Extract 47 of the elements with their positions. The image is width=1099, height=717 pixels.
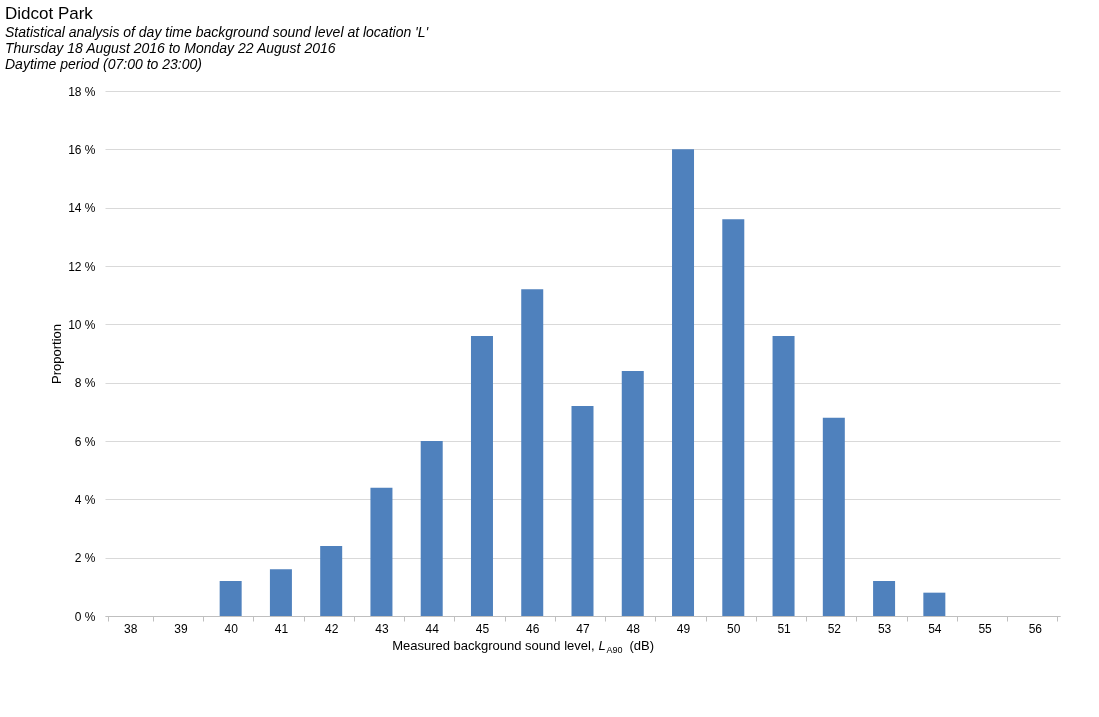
x-tick-label: 55 [978, 621, 993, 636]
bar [269, 569, 292, 616]
bar [521, 289, 544, 616]
bar [470, 336, 493, 616]
y-tick-label: 12 % [68, 259, 96, 274]
bar [320, 546, 343, 616]
x-tick-label: 38 [123, 621, 138, 636]
bar [722, 219, 745, 616]
x-tick-label: 43 [375, 621, 389, 636]
x-tick-label: 42 [325, 621, 339, 636]
x-tick-label: 39 [174, 621, 188, 636]
x-tick-label: 48 [626, 621, 641, 636]
x-tick-label: 44 [425, 621, 440, 636]
chart-title: Didcot Park [5, 4, 94, 23]
y-tick-label: 2 % [74, 551, 96, 566]
x-tick-label: 40 [224, 621, 239, 636]
x-tick-label: 54 [928, 621, 942, 636]
y-tick-label: 0 % [74, 609, 96, 624]
x-tick-label: 45 [475, 621, 490, 636]
y-tick-label: 4 % [74, 492, 96, 507]
x-tick-label: 51 [777, 621, 792, 636]
x-tick-label: 56 [1028, 621, 1043, 636]
y-tick-label: 10 % [68, 317, 96, 332]
x-tick-label: 53 [877, 621, 892, 636]
bar [219, 581, 242, 616]
bar [621, 371, 644, 616]
y-tick-label: 18 % [68, 84, 96, 99]
x-tick-label: 46 [526, 621, 540, 636]
y-tick-label: 6 % [74, 434, 96, 449]
bar [772, 336, 795, 616]
chart-subtitle: Statistical analysis of day time background sound level at location 'L' Thursday 18 August 2016 to Monday 22 August 2016 Daytime period (07:00 to 23:00) [5, 24, 430, 72]
bar [571, 406, 594, 616]
y-axis-title: Proportion [49, 324, 65, 384]
x-tick-label: 50 [727, 621, 741, 636]
x-tick-label: 52 [827, 621, 842, 636]
x-tick-label: 41 [274, 621, 289, 636]
y-tick-label: 16 % [68, 142, 96, 157]
y-tick-label: 14 % [68, 201, 96, 216]
bar [873, 581, 896, 616]
y-tick-label: 8 % [74, 376, 96, 391]
x-tick-label: 47 [576, 621, 590, 636]
bar [923, 592, 946, 616]
bar [672, 149, 695, 616]
x-tick-label: 49 [676, 621, 691, 636]
bar [370, 487, 393, 616]
bar [420, 441, 443, 616]
bar [822, 417, 845, 616]
